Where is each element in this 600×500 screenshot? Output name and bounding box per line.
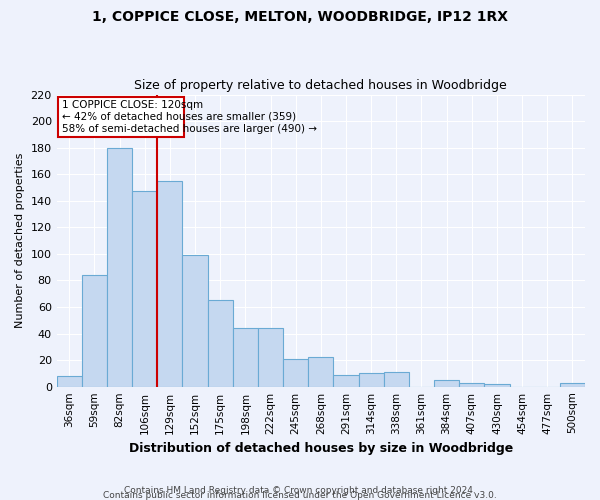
Bar	[132, 192, 157, 386]
FancyBboxPatch shape	[58, 97, 184, 137]
Bar	[334, 374, 359, 386]
Bar	[208, 300, 233, 386]
Bar	[560, 382, 585, 386]
Bar	[56, 376, 82, 386]
Bar	[484, 384, 509, 386]
Text: Contains public sector information licensed under the Open Government Licence v3: Contains public sector information licen…	[103, 491, 497, 500]
Text: 1 COPPICE CLOSE: 120sqm: 1 COPPICE CLOSE: 120sqm	[62, 100, 203, 110]
Bar	[434, 380, 459, 386]
Y-axis label: Number of detached properties: Number of detached properties	[15, 153, 25, 328]
Bar	[359, 374, 384, 386]
Bar	[459, 382, 484, 386]
Bar	[82, 275, 107, 386]
Bar	[182, 255, 208, 386]
Bar	[157, 181, 182, 386]
Text: Contains HM Land Registry data © Crown copyright and database right 2024.: Contains HM Land Registry data © Crown c…	[124, 486, 476, 495]
Bar	[258, 328, 283, 386]
X-axis label: Distribution of detached houses by size in Woodbridge: Distribution of detached houses by size …	[129, 442, 513, 455]
Text: 1, COPPICE CLOSE, MELTON, WOODBRIDGE, IP12 1RX: 1, COPPICE CLOSE, MELTON, WOODBRIDGE, IP…	[92, 10, 508, 24]
Bar	[283, 359, 308, 386]
Text: 58% of semi-detached houses are larger (490) →: 58% of semi-detached houses are larger (…	[62, 124, 317, 134]
Title: Size of property relative to detached houses in Woodbridge: Size of property relative to detached ho…	[134, 79, 507, 92]
Bar	[308, 358, 334, 386]
Bar	[233, 328, 258, 386]
Text: ← 42% of detached houses are smaller (359): ← 42% of detached houses are smaller (35…	[62, 112, 296, 122]
Bar	[384, 372, 409, 386]
Bar	[107, 148, 132, 386]
